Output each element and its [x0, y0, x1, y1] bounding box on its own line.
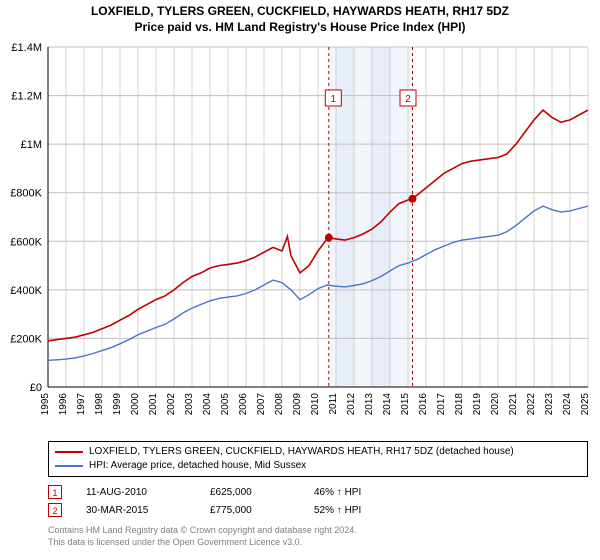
- chart-container: LOXFIELD, TYLERS GREEN, CUCKFIELD, HAYWA…: [0, 0, 600, 549]
- legend-label: HPI: Average price, detached house, Mid …: [89, 459, 306, 473]
- svg-text:2011: 2011: [328, 393, 339, 415]
- svg-text:2015: 2015: [400, 393, 411, 416]
- svg-text:2006: 2006: [238, 393, 249, 416]
- title-block: LOXFIELD, TYLERS GREEN, CUCKFIELD, HAYWA…: [0, 0, 600, 37]
- svg-text:£800K: £800K: [10, 188, 42, 200]
- svg-text:2021: 2021: [508, 393, 519, 416]
- legend: LOXFIELD, TYLERS GREEN, CUCKFIELD, HAYWA…: [48, 441, 588, 477]
- svg-text:£1.2M: £1.2M: [11, 91, 42, 103]
- svg-text:2007: 2007: [256, 393, 267, 416]
- marker-pct: 46% ↑ HPI: [314, 487, 394, 498]
- svg-text:2024: 2024: [562, 393, 573, 416]
- svg-text:2022: 2022: [526, 393, 537, 416]
- marker-badge: 1: [48, 485, 62, 499]
- legend-item: HPI: Average price, detached house, Mid …: [55, 459, 581, 473]
- svg-text:2012: 2012: [346, 393, 357, 416]
- svg-text:1998: 1998: [94, 393, 105, 416]
- footer-line-2: This data is licensed under the Open Gov…: [48, 537, 588, 549]
- svg-text:£400K: £400K: [10, 285, 42, 297]
- svg-text:2005: 2005: [220, 393, 231, 416]
- footer-line-1: Contains HM Land Registry data © Crown c…: [48, 525, 588, 537]
- svg-text:£200K: £200K: [10, 334, 42, 346]
- marker-price: £775,000: [210, 505, 290, 516]
- marker-row: 1 11-AUG-2010 £625,000 46% ↑ HPI: [48, 483, 588, 501]
- marker-badge: 2: [48, 503, 62, 517]
- legend-label: LOXFIELD, TYLERS GREEN, CUCKFIELD, HAYWA…: [89, 445, 514, 459]
- svg-text:1: 1: [331, 94, 337, 105]
- legend-swatch: [55, 451, 83, 453]
- marker-pct: 52% ↑ HPI: [314, 505, 394, 516]
- footer-attribution: Contains HM Land Registry data © Crown c…: [48, 525, 588, 548]
- svg-text:2020: 2020: [490, 393, 501, 416]
- svg-text:2008: 2008: [274, 393, 285, 416]
- svg-text:2010: 2010: [310, 393, 321, 416]
- svg-text:2009: 2009: [292, 393, 303, 416]
- legend-swatch: [55, 465, 83, 467]
- marker-date: 30-MAR-2015: [86, 505, 186, 516]
- title-line-1: LOXFIELD, TYLERS GREEN, CUCKFIELD, HAYWA…: [0, 4, 600, 20]
- svg-text:2001: 2001: [148, 393, 159, 416]
- title-line-2: Price paid vs. HM Land Registry's House …: [0, 20, 600, 36]
- svg-text:£600K: £600K: [10, 236, 42, 248]
- svg-text:1999: 1999: [112, 393, 123, 416]
- svg-text:2004: 2004: [202, 393, 213, 416]
- svg-text:2019: 2019: [472, 393, 483, 416]
- svg-text:2014: 2014: [382, 393, 393, 416]
- svg-text:2016: 2016: [418, 393, 429, 416]
- marker-price: £625,000: [210, 487, 290, 498]
- legend-item: LOXFIELD, TYLERS GREEN, CUCKFIELD, HAYWA…: [55, 445, 581, 459]
- svg-text:2017: 2017: [436, 393, 447, 416]
- svg-text:2000: 2000: [130, 393, 141, 416]
- marker-table: 1 11-AUG-2010 £625,000 46% ↑ HPI 2 30-MAR-201…: [48, 483, 588, 519]
- svg-text:£1.4M: £1.4M: [11, 42, 42, 54]
- svg-text:2003: 2003: [184, 393, 195, 416]
- svg-text:2025: 2025: [580, 393, 591, 416]
- marker-date: 11-AUG-2010: [86, 487, 186, 498]
- svg-text:£1M: £1M: [21, 139, 42, 151]
- svg-text:2013: 2013: [364, 393, 375, 416]
- svg-text:£0: £0: [30, 382, 42, 394]
- svg-text:1997: 1997: [76, 393, 87, 416]
- svg-text:2: 2: [405, 94, 411, 105]
- svg-text:1995: 1995: [40, 393, 51, 416]
- svg-text:1996: 1996: [58, 393, 69, 416]
- svg-text:2018: 2018: [454, 393, 465, 416]
- chart-plot-area: £0 £200K £400K £600K £800K £1M £1.2M £1.4M 1995 1…: [0, 37, 600, 437]
- marker-row: 2 30-MAR-2015 £775,000 52% ↑ HPI: [48, 501, 588, 519]
- svg-text:2023: 2023: [544, 393, 555, 416]
- svg-text:2002: 2002: [166, 393, 177, 416]
